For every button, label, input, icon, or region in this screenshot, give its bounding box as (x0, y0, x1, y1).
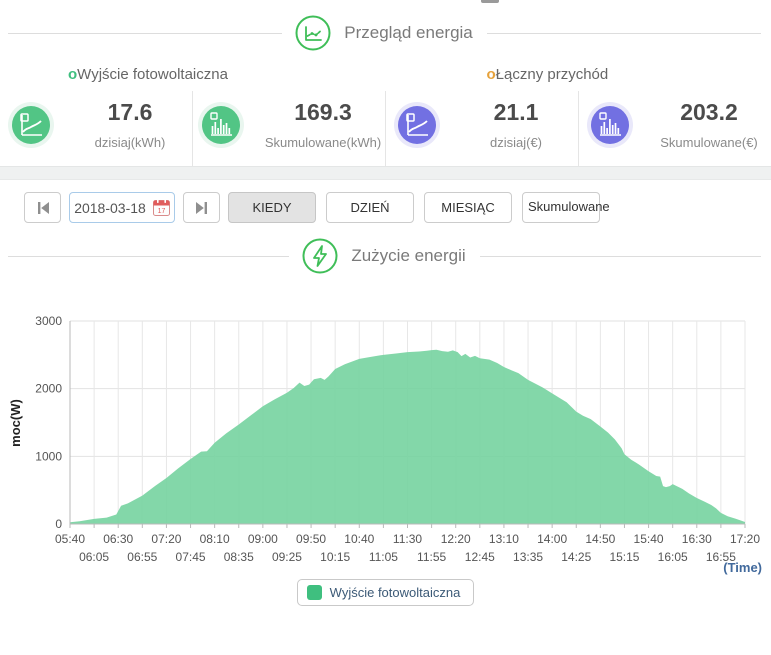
energy-overview-panel: Przegląd energia oWyjście fotowoltaiczna… (0, 0, 771, 166)
energy-consumption-panel: 2018-03-18 17 KIEDY DZIEŃ MIESIĄC Skumul… (0, 180, 771, 606)
svg-text:13:35: 13:35 (513, 550, 543, 564)
stat-revenue-cumulative: 203.2 Skumulowane(€) (579, 91, 771, 166)
svg-text:09:50: 09:50 (296, 532, 326, 546)
svg-text:08:10: 08:10 (200, 532, 230, 546)
overview-title: Przegląd energia (344, 23, 473, 42)
calendar-icon[interactable]: 17 (152, 199, 170, 216)
svg-text:15:40: 15:40 (634, 532, 664, 546)
svg-text:17: 17 (157, 208, 165, 215)
consumption-header: Zużycie energii (0, 223, 771, 277)
svg-text:11:55: 11:55 (417, 550, 446, 564)
stat-label: Skumulowane(kWh) (264, 135, 382, 150)
next-date-button[interactable] (183, 192, 220, 223)
svg-text:06:05: 06:05 (79, 550, 109, 564)
stat-pv-today: 17.6 dzisiaj(kWh) (0, 91, 193, 166)
svg-text:16:30: 16:30 (682, 532, 712, 546)
svg-text:14:50: 14:50 (585, 532, 615, 546)
svg-text:16:55: 16:55 (706, 550, 736, 564)
stat-label: dzisiaj(€) (489, 135, 542, 150)
date-toolbar: 2018-03-18 17 KIEDY DZIEŃ MIESIĄC Skumul… (0, 180, 771, 223)
section-separator (0, 166, 771, 180)
svg-text:0: 0 (55, 517, 62, 531)
svg-text:14:25: 14:25 (561, 550, 591, 564)
revenue-group-bullet: o (486, 66, 496, 83)
divider-line (8, 32, 283, 34)
svg-text:15:15: 15:15 (609, 550, 639, 564)
svg-text:3000: 3000 (35, 314, 62, 328)
svg-text:05:40: 05:40 (55, 532, 85, 546)
pv-group-text: Wyjście fotowoltaiczna (77, 66, 228, 83)
tab-label: KIEDY (252, 200, 292, 215)
divider-line (8, 255, 290, 257)
top-cropped-element (481, 0, 499, 3)
tab-label: DZIEŃ (350, 200, 390, 215)
svg-text:14:00: 14:00 (537, 532, 567, 546)
svg-text:1000: 1000 (35, 449, 62, 463)
svg-text:07:20: 07:20 (151, 532, 181, 546)
svg-text:11:30: 11:30 (393, 532, 422, 546)
pv-output-area-chart: 05:40 06:05 06:30 06:55 07:20 07:45 08:10 08:35… (8, 314, 762, 575)
revenue-group-label: oŁączny przychód (386, 66, 771, 83)
overview-header: Przegląd energia (0, 0, 771, 54)
stat-value: 169.3 (294, 99, 352, 125)
legend-label: Wyjście fotowoltaiczna (329, 585, 461, 600)
svg-text:08:35: 08:35 (224, 550, 254, 564)
overview-group-labels: oWyjście fotowoltaiczna oŁączny przychód (0, 66, 771, 83)
stat-pv-cumulative: 169.3 Skumulowane(kWh) (193, 91, 386, 166)
consumption-chart: 05:40 06:05 06:30 06:55 07:20 07:45 08:10 08:35… (0, 309, 771, 577)
energy-consumption-icon (301, 237, 339, 275)
svg-text:09:25: 09:25 (272, 550, 302, 564)
tab-kiedy[interactable]: KIEDY (228, 192, 316, 223)
date-input[interactable]: 2018-03-18 17 (69, 192, 175, 223)
stat-value: 203.2 (680, 99, 738, 125)
stat-label: Skumulowane(€) (660, 135, 758, 150)
skip-next-icon (195, 201, 207, 214)
tab-miesiac[interactable]: MIESIĄC (424, 192, 512, 223)
date-value: 2018-03-18 (74, 199, 146, 216)
legend-swatch (306, 585, 322, 600)
svg-text:07:45: 07:45 (176, 550, 206, 564)
svg-text:06:55: 06:55 (127, 550, 157, 564)
pv-output-group-label: oWyjście fotowoltaiczna (0, 66, 386, 83)
bar-chart-icon (586, 101, 634, 149)
svg-text:06:30: 06:30 (103, 532, 133, 546)
chart-legend[interactable]: Wyjście fotowoltaiczna (296, 579, 475, 606)
consumption-title: Zużycie energii (351, 246, 466, 265)
svg-text:moc(W): moc(W) (8, 399, 23, 447)
svg-text:17:20: 17:20 (730, 532, 760, 546)
stat-value: 17.6 (107, 99, 153, 125)
skip-previous-icon (37, 201, 49, 214)
stat-value: 21.1 (493, 99, 539, 125)
svg-text:12:20: 12:20 (441, 532, 471, 546)
svg-text:2000: 2000 (35, 382, 62, 396)
bar-chart-icon (197, 101, 245, 149)
svg-text:10:40: 10:40 (344, 532, 374, 546)
energy-overview-icon (294, 14, 332, 52)
tab-label: MIESIĄC (441, 200, 495, 215)
tab-dzien[interactable]: DZIEŃ (326, 192, 414, 223)
line-chart-icon (7, 101, 55, 149)
stats-row: 17.6 dzisiaj(kWh) (0, 91, 771, 166)
line-chart-icon (393, 101, 441, 149)
pv-group-bullet: o (68, 66, 78, 83)
stat-revenue-today: 21.1 dzisiaj(€) (386, 91, 579, 166)
svg-text:(Time): (Time) (723, 560, 762, 575)
tab-label: Skumulowane (528, 199, 610, 215)
revenue-group-text: Łączny przychód (495, 66, 609, 83)
svg-text:11:05: 11:05 (369, 550, 398, 564)
svg-text:16:05: 16:05 (658, 550, 688, 564)
tab-skumulowane[interactable]: Skumulowane (522, 192, 610, 223)
svg-text:09:00: 09:00 (248, 532, 278, 546)
divider-line (486, 32, 761, 34)
stat-label: dzisiaj(kWh) (94, 135, 166, 150)
svg-text:10:15: 10:15 (320, 550, 350, 564)
svg-text:12:45: 12:45 (465, 550, 495, 564)
svg-text:13:10: 13:10 (489, 532, 519, 546)
previous-date-button[interactable] (24, 192, 61, 223)
divider-line (479, 255, 762, 257)
